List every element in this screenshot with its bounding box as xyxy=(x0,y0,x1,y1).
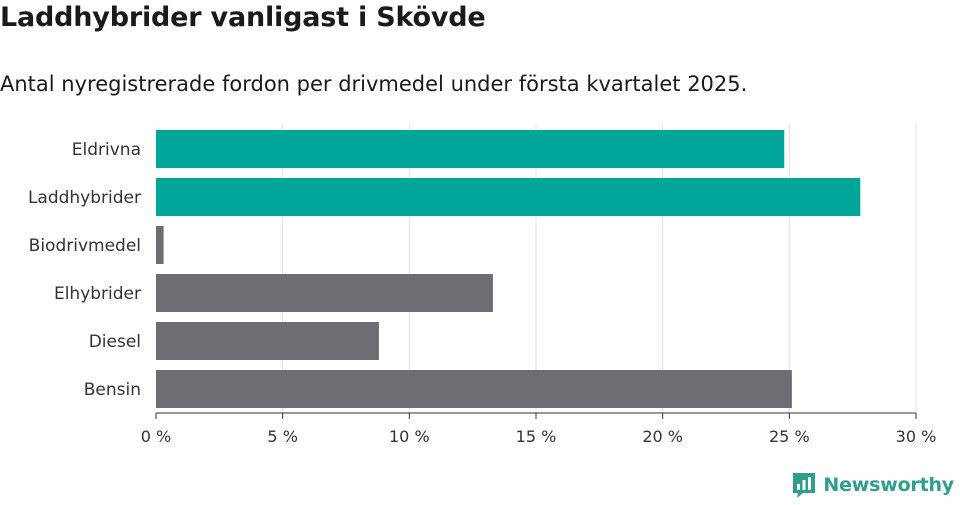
bars-layer xyxy=(156,130,861,408)
x-tick-label: 20 % xyxy=(642,427,683,446)
bar-chart-bubble-icon xyxy=(793,473,816,498)
brand-name: Newsworthy xyxy=(823,474,954,496)
category-labels: Eldrivna Laddhybrider Biodrivmedel Elhybrid… xyxy=(28,140,141,400)
chart-subtitle: Antal nyregistrerade fordon per drivmede… xyxy=(0,72,748,96)
bar-biodrivmedel xyxy=(156,226,164,264)
x-tick-label: 30 % xyxy=(896,427,937,446)
x-tick-label: 25 % xyxy=(769,427,810,446)
bar-eldrivna xyxy=(156,130,785,168)
chart-title: Laddhybrider vanligast i Skövde xyxy=(0,2,486,33)
x-tick-label: 5 % xyxy=(267,427,297,446)
bar-laddhybrider xyxy=(156,178,861,216)
category-label: Elhybrider xyxy=(54,284,141,304)
bar-diesel xyxy=(156,322,379,360)
category-label: Biodrivmedel xyxy=(29,236,141,256)
newsworthy-brand[interactable]: Newsworthy xyxy=(791,471,954,499)
category-label: Laddhybrider xyxy=(28,188,141,208)
grid-layer xyxy=(282,124,917,413)
category-label: Diesel xyxy=(89,332,141,352)
x-tick-label: 10 % xyxy=(389,427,430,446)
x-tick-label: 0 % xyxy=(141,427,171,446)
x-axis: 0 % 5 % 10 % 15 % 20 % 25 % 30 % xyxy=(141,412,937,446)
category-label: Bensin xyxy=(84,380,141,400)
x-tick-label: 15 % xyxy=(516,427,557,446)
bar-bensin xyxy=(156,370,792,408)
bar-elhybrider xyxy=(156,274,493,312)
category-label: Eldrivna xyxy=(72,140,141,160)
